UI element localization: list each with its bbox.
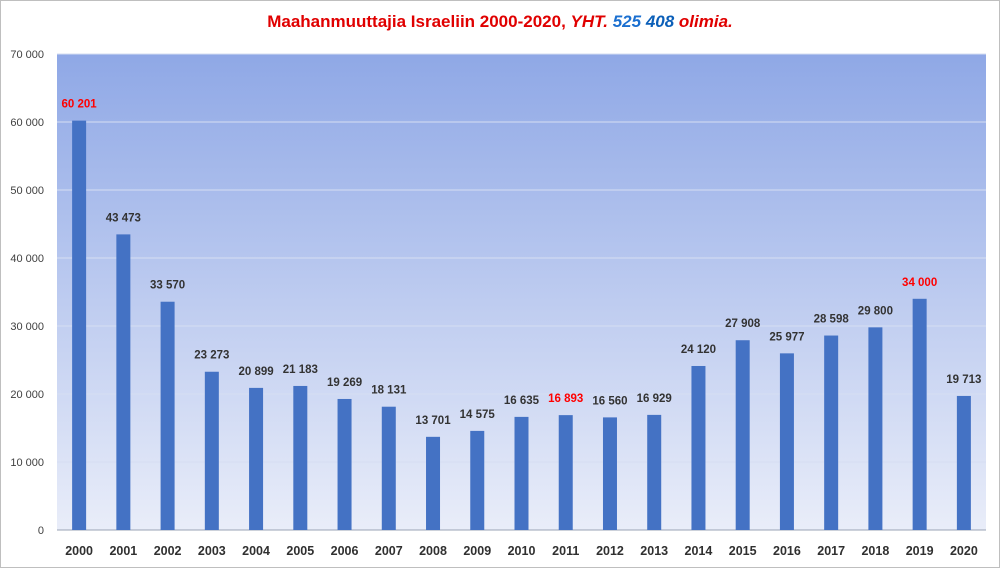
bar-2006: [337, 398, 352, 530]
data-label-2008: 13 701: [415, 415, 451, 427]
bar-2016: [779, 353, 794, 530]
data-label-2018: 29 800: [858, 305, 893, 317]
y-tick-label: 50 000: [10, 185, 44, 197]
bar-2010: [514, 416, 529, 530]
title-part-2: YHT.: [570, 12, 613, 31]
title-total-part-2: 408: [641, 12, 675, 31]
bar-2018: [868, 327, 883, 530]
x-tick-label-2006: 2006: [331, 544, 359, 558]
data-label-2000: 60 201: [62, 99, 98, 111]
data-label-2012: 16 560: [592, 395, 627, 407]
data-label-2017: 28 598: [814, 314, 850, 326]
y-tick-label: 30 000: [10, 321, 44, 333]
x-tick-label-2019: 2019: [906, 544, 934, 558]
x-tick-label-2000: 2000: [65, 544, 93, 558]
x-tick-label-2002: 2002: [154, 544, 182, 558]
chart-title: Maahanmuuttajia Israeliin 2000-2020, YHT…: [0, 12, 1000, 32]
data-label-2013: 16 929: [637, 393, 672, 405]
x-tick-label-2003: 2003: [198, 544, 226, 558]
x-axis: 2000 2001 2002 2003 2004 2005 2006 2007 2008 2009…: [65, 544, 978, 558]
bar-2007: [381, 406, 396, 530]
bar-2017: [824, 335, 839, 530]
bar-2014: [691, 365, 706, 530]
bar-2001: [116, 234, 131, 530]
data-label-2010: 16 635: [504, 395, 540, 407]
bar-2019: [912, 298, 927, 530]
bar-2015: [735, 340, 750, 530]
x-tick-label-2013: 2013: [640, 544, 668, 558]
x-tick-label-2008: 2008: [419, 544, 447, 558]
data-label-2002: 33 570: [150, 280, 185, 292]
data-label-2011: 16 893: [548, 393, 583, 405]
data-label-2020: 19 713: [946, 374, 981, 386]
bar-2008: [426, 436, 441, 530]
data-label-2014: 24 120: [681, 344, 716, 356]
title-part-5: olimia.: [674, 12, 733, 31]
bar-2004: [249, 387, 264, 530]
bar-2012: [602, 417, 617, 530]
bar-2013: [647, 414, 662, 530]
x-tick-label-2018: 2018: [861, 544, 889, 558]
x-tick-label-2007: 2007: [375, 544, 403, 558]
y-tick-label: 10 000: [10, 457, 44, 469]
y-tick-label: 20 000: [10, 389, 44, 401]
data-label-2003: 23 273: [194, 350, 229, 362]
bar-2020: [956, 395, 971, 530]
data-label-2006: 19 269: [327, 377, 362, 389]
bar-2005: [293, 385, 308, 530]
bar-2003: [204, 371, 219, 530]
data-label-2009: 14 575: [460, 409, 496, 421]
x-tick-label-2005: 2005: [286, 544, 314, 558]
bar-2009: [470, 430, 485, 530]
x-tick-label-2009: 2009: [463, 544, 491, 558]
bar-2000: [72, 120, 87, 530]
bar-2011: [558, 415, 573, 530]
bar-2002: [160, 301, 175, 530]
x-tick-label-2011: 2011: [552, 544, 579, 558]
data-label-2007: 18 131: [371, 385, 407, 397]
y-tick-label: 70 000: [10, 49, 44, 61]
data-label-2016: 25 977: [769, 331, 804, 343]
x-tick-label-2015: 2015: [729, 544, 757, 558]
y-tick-label: 40 000: [10, 253, 44, 265]
data-label-2004: 20 899: [238, 366, 273, 378]
x-tick-label-2001: 2001: [109, 544, 137, 558]
data-labels: 60 201 43 473 33 570 23 273 20 899 21 183 19 2…: [62, 99, 982, 427]
x-tick-label-2014: 2014: [685, 544, 713, 558]
x-tick-label-2016: 2016: [773, 544, 801, 558]
x-tick-label-2012: 2012: [596, 544, 624, 558]
title-total-part-1: 525: [612, 12, 642, 31]
title-part-1: Maahanmuuttajia Israeliin 2000-2020,: [267, 12, 571, 31]
y-tick-label: 0: [38, 525, 44, 537]
data-label-2015: 27 908: [725, 318, 761, 330]
x-tick-label-2020: 2020: [950, 544, 978, 558]
data-label-2019: 34 000: [902, 277, 937, 289]
x-tick-label-2010: 2010: [508, 544, 536, 558]
data-label-2005: 21 183: [283, 364, 318, 376]
x-tick-label-2004: 2004: [242, 544, 270, 558]
data-label-2001: 43 473: [106, 212, 141, 224]
y-tick-label: 60 000: [10, 117, 44, 129]
bars: [72, 120, 971, 530]
y-axis: 0 10 000 20 000 30 000 40 000 50 000 60 000 70 …: [10, 49, 44, 537]
x-tick-label-2017: 2017: [817, 544, 845, 558]
